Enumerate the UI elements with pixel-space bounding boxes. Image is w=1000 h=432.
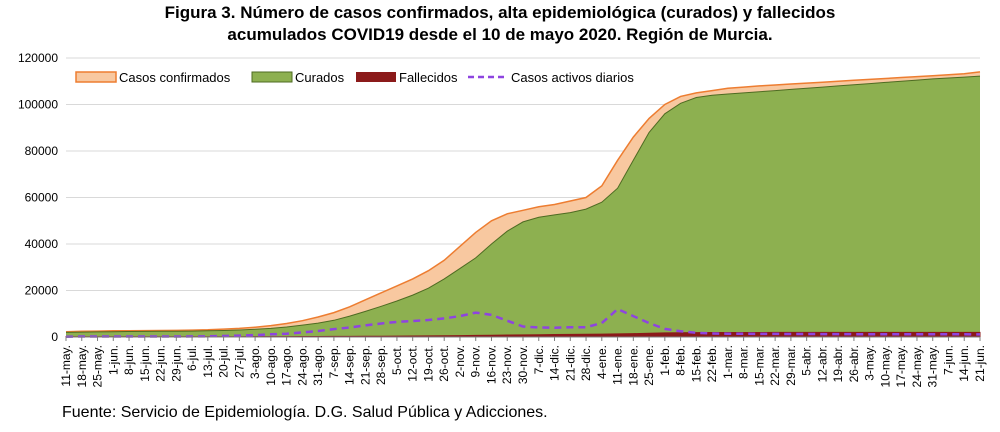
x-axis: 11-may. 18-may. 25-may. 1-jun. 8-jun. 15-jun.…: [59, 336, 987, 387]
x-tick-label: 28-dic.: [579, 345, 593, 381]
y-axis: 0 20000 40000 60000 80000 100000 120000: [18, 51, 58, 344]
series-layer: [65, 71, 981, 338]
x-tick-label: 24-may.: [910, 345, 924, 387]
legend-label-activos: Casos activos diarios: [511, 70, 634, 85]
x-tick-label: 20-jul.: [217, 345, 231, 378]
series-area-curados: [66, 76, 980, 337]
chart-title: Figura 3. Número de casos confirmados, a…: [0, 2, 1000, 46]
x-tick-label: 19-abr.: [831, 345, 845, 382]
x-tick-label: 2-nov.: [453, 345, 467, 377]
legend-swatch-curados: [251, 71, 293, 83]
x-tick-label: 7-dic.: [532, 345, 546, 374]
y-tick-label: 120000: [18, 51, 58, 65]
x-tick-label: 23-nov.: [500, 345, 514, 384]
series-line-confirmados: [65, 71, 981, 333]
x-tick-label: 30-nov.: [516, 345, 530, 384]
x-tick-label: 8-feb.: [674, 345, 688, 376]
x-tick-label: 13-jul.: [201, 345, 215, 378]
x-tick-label: 4-ene.: [595, 345, 609, 379]
x-tick-label: 21-dic.: [563, 345, 577, 381]
source-note: Fuente: Servicio de Epidemiología. D.G. …: [62, 404, 548, 421]
x-tick-label: 21-sep.: [358, 345, 372, 385]
y-tick-label: 20000: [25, 284, 59, 298]
series-line-curados: [65, 75, 981, 333]
x-tick-label: 29-jun.: [169, 345, 183, 382]
x-tick-label: 11-ene.: [611, 345, 625, 385]
x-tick-label: 18-may.: [75, 345, 89, 387]
y-tick-label: 0: [51, 330, 58, 344]
y-tick-label: 60000: [25, 191, 59, 205]
x-tick-label: 22-jun.: [154, 345, 168, 382]
x-tick-label: 17-ago.: [280, 345, 294, 386]
y-tick-label: 40000: [25, 237, 59, 251]
legend-label-confirmados: Casos confirmados: [119, 70, 231, 85]
x-tick-label: 24-ago.: [295, 345, 309, 386]
y-tick-label: 80000: [25, 144, 59, 158]
x-tick-label: 9-nov.: [469, 345, 483, 377]
x-tick-label: 1-jun.: [106, 345, 120, 375]
series-line-activos: [65, 307, 981, 338]
x-tick-label: 7-sep.: [327, 345, 341, 378]
x-tick-label: 3-may.: [863, 345, 877, 381]
legend-label-fallecidos: Fallecidos: [399, 70, 458, 85]
x-tick-label: 22-feb.: [705, 345, 719, 382]
x-tick-label: 1-mar.: [721, 345, 735, 379]
y-tick-label: 100000: [18, 98, 58, 112]
legend: Casos confirmados Curados Fallecidos Cas…: [75, 70, 634, 85]
x-tick-label: 21-jun.: [973, 345, 987, 382]
x-tick-label: 14-dic.: [548, 345, 562, 381]
x-tick-label: 14-jun.: [957, 345, 971, 382]
chart-title-line1: Figura 3. Número de casos confirmados, a…: [164, 3, 836, 22]
chart-title-line2: acumulados COVID19 desde el 10 de mayo 2…: [227, 25, 773, 44]
legend-label-curados: Curados: [295, 70, 345, 85]
x-tick-label: 19-oct.: [421, 345, 435, 382]
x-tick-label: 5-oct.: [390, 345, 404, 375]
x-tick-label: 25-ene.: [642, 345, 656, 386]
x-tick-label: 7-jun.: [941, 345, 955, 375]
x-tick-label: 10-ago.: [264, 345, 278, 386]
x-tick-label: 16-nov.: [484, 345, 498, 384]
x-tick-label: 3-ago.: [248, 345, 262, 379]
x-tick-label: 26-abr.: [847, 345, 861, 382]
legend-swatch-confirmados: [75, 71, 117, 83]
x-tick-label: 12-oct.: [406, 345, 420, 382]
x-tick-label: 12-abr.: [815, 345, 829, 382]
x-tick-label: 10-may.: [878, 345, 892, 387]
x-tick-label: 8-mar.: [737, 345, 751, 379]
legend-swatch-fallecidos: [356, 72, 396, 82]
x-tick-label: 5-abr.: [800, 345, 814, 376]
x-tick-label: 26-oct.: [437, 345, 451, 382]
x-tick-label: 31-may.: [926, 345, 940, 387]
x-tick-label: 6-jul.: [185, 345, 199, 371]
x-tick-label: 15-feb.: [689, 345, 703, 382]
x-tick-label: 1-feb.: [658, 345, 672, 376]
x-tick-label: 17-may.: [894, 345, 908, 387]
x-tick-label: 29-mar.: [784, 345, 798, 386]
x-tick-label: 8-jun.: [122, 345, 136, 375]
x-tick-label: 22-mar.: [768, 345, 782, 386]
x-tick-label: 25-may.: [91, 345, 105, 387]
x-tick-label: 31-ago.: [311, 345, 325, 386]
x-tick-label: 15-jun.: [138, 345, 152, 382]
x-tick-label: 27-jul.: [232, 345, 246, 378]
x-tick-label: 28-sep.: [374, 345, 388, 385]
x-tick-label: 11-may.: [59, 345, 73, 387]
x-tick-label: 14-sep.: [343, 345, 357, 385]
x-tick-label: 18-ene.: [626, 345, 640, 386]
x-tick-label: 15-mar.: [752, 345, 766, 386]
